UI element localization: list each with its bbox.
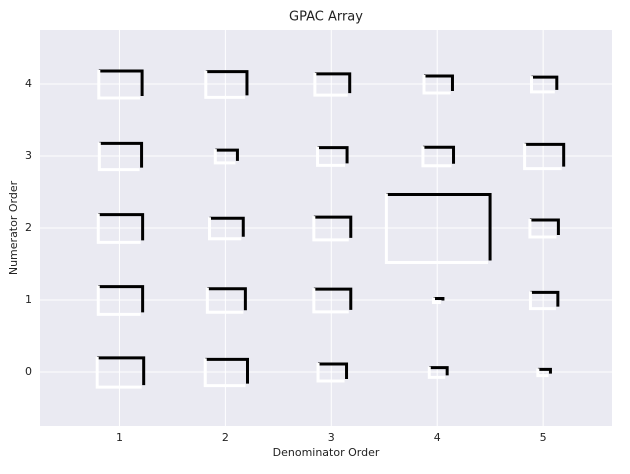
y-tick-label: 2 [25, 221, 32, 234]
cell-highlight [312, 288, 349, 314]
y-tick-label: 0 [25, 365, 32, 378]
cell-highlight [427, 366, 446, 379]
cell-shadow [313, 215, 353, 238]
cell-shadow [524, 142, 566, 167]
x-tick-label: 5 [540, 431, 547, 444]
cell-shadow [433, 296, 445, 301]
cell-highlight [204, 70, 245, 99]
x-tick-label: 4 [434, 431, 441, 444]
cell-highlight [529, 76, 555, 94]
cell-shadow [207, 287, 247, 311]
y-tick-label: 4 [25, 77, 32, 90]
marks [95, 69, 566, 389]
cell-shadow [314, 72, 352, 94]
cell-shadow [97, 356, 146, 386]
y-tick-label: 1 [25, 293, 32, 306]
cell-shadow [313, 287, 353, 310]
x-tick-label: 1 [116, 431, 123, 444]
cell-highlight [96, 285, 141, 316]
cell-highlight [203, 358, 246, 388]
cell-shadow [209, 216, 245, 237]
cell-shadow [317, 146, 349, 164]
chart-title: GPAC Array [289, 10, 363, 25]
cell-shadow [215, 148, 239, 161]
cell-highlight [97, 69, 141, 100]
cell-shadow [98, 69, 144, 97]
cell-highlight [523, 143, 562, 171]
cell-highlight [213, 149, 236, 165]
x-tick-label: 2 [222, 431, 229, 444]
cell-shadow [530, 290, 560, 307]
cell-shadow [205, 357, 249, 384]
cell-shadow [205, 70, 249, 96]
cell-highlight [205, 287, 244, 314]
cell-shadow [98, 285, 145, 313]
cell-highlight [421, 146, 452, 168]
cell-shadow [429, 366, 449, 376]
cell-highlight [528, 219, 557, 239]
cell-shadow [531, 75, 559, 90]
x-tick-label: 3 [328, 431, 335, 444]
cell-highlight [316, 363, 345, 383]
cell-highlight [97, 142, 140, 172]
cell-highlight [536, 368, 549, 378]
cell-shadow [529, 218, 560, 235]
cell-highlight [312, 216, 349, 242]
x-axis-label: Denominator Order [273, 446, 380, 459]
cell-shadow [422, 145, 456, 164]
y-axis-label: Numerator Order [7, 180, 20, 275]
cell-highlight [207, 217, 242, 241]
cell-shadow [386, 192, 492, 261]
cell-highlight [95, 356, 142, 389]
cell-shadow [318, 362, 349, 379]
cell-shadow [99, 141, 144, 168]
y-tick-label: 3 [25, 149, 32, 162]
cell-shadow [537, 367, 552, 374]
cell-shadow [423, 74, 454, 91]
cell-shadow [98, 213, 145, 241]
cell-highlight [432, 297, 441, 305]
cell-highlight [313, 72, 348, 97]
cell-highlight [422, 75, 451, 95]
cell-highlight [316, 146, 346, 167]
cell-highlight [528, 291, 556, 311]
cell-highlight [96, 213, 141, 244]
cell-highlight [384, 193, 489, 265]
